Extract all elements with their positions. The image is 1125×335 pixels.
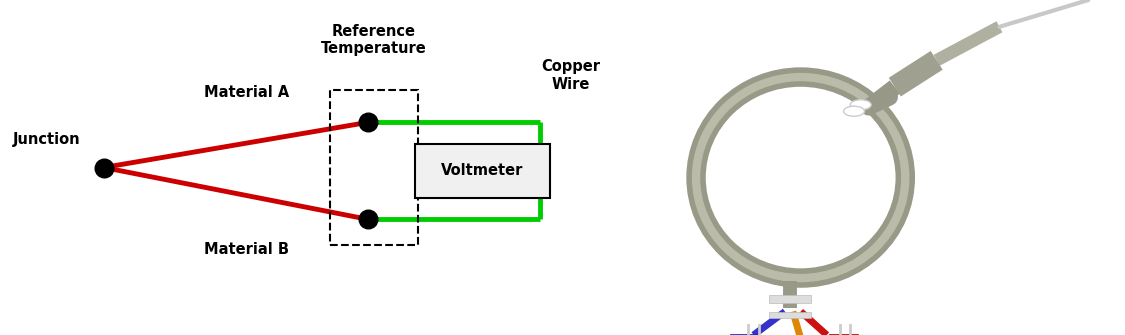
Point (94, 165, 112, 170)
Text: Material B: Material B (204, 242, 289, 257)
Bar (829, 334, 858, 335)
Ellipse shape (850, 100, 871, 110)
Bar (330, 90, 418, 245)
Bar (770, 312, 811, 318)
Point (359, 120, 377, 125)
Text: Junction: Junction (12, 132, 81, 146)
Ellipse shape (844, 106, 864, 116)
Text: Copper
Wire: Copper Wire (541, 59, 601, 91)
Text: Voltmeter: Voltmeter (441, 163, 524, 178)
Point (359, 217, 377, 222)
Text: Material A: Material A (204, 85, 289, 99)
Bar (415, 144, 550, 198)
Bar (770, 295, 811, 303)
Text: Reference
Temperature: Reference Temperature (322, 24, 428, 56)
Bar (730, 334, 758, 335)
